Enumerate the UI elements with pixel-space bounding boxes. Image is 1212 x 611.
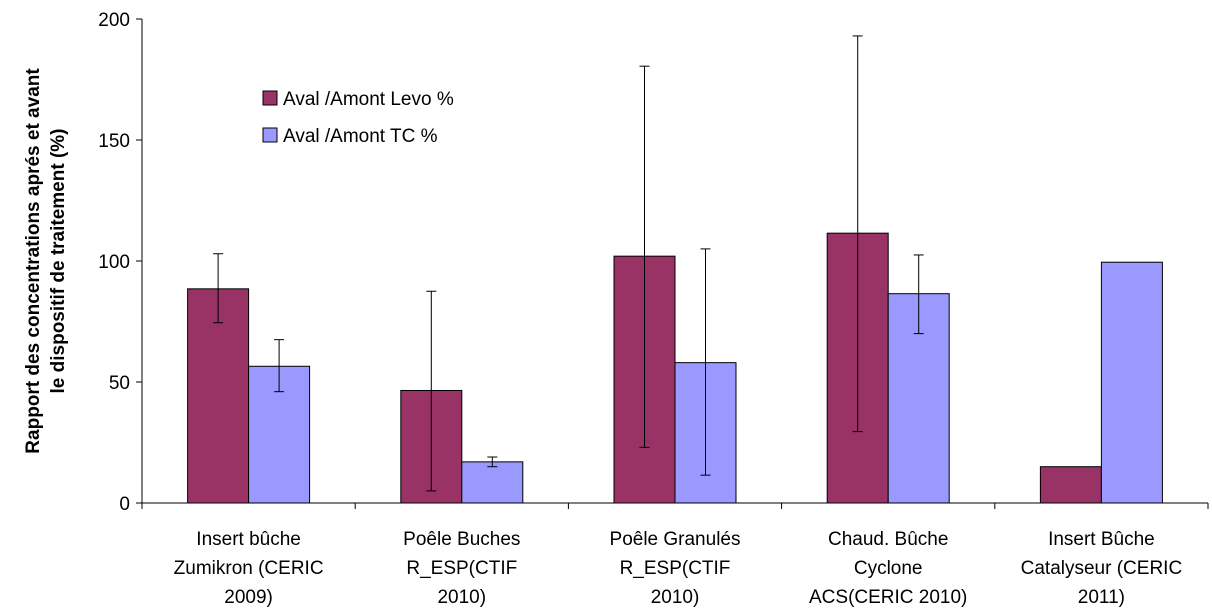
- bar-levo: [1039, 466, 1102, 504]
- axes: [141, 19, 1209, 509]
- y-tick-label: 100: [98, 252, 130, 273]
- x-category-label: 2011): [1078, 587, 1125, 608]
- bar-levo: [187, 288, 250, 504]
- legend-swatch: [262, 90, 278, 106]
- x-category-label: Poêle Buches: [403, 529, 520, 550]
- y-axis-label-line: le dispositif de traitement (%): [48, 129, 69, 394]
- y-tick-label: 150: [98, 131, 130, 152]
- y-axis-label-line: Rapport des concentrations aprés et avan…: [23, 68, 44, 454]
- x-category-label: Insert bûche: [196, 529, 301, 550]
- bars: [187, 232, 1163, 504]
- legend-label: Aval /Amont TC %: [283, 126, 438, 147]
- x-category-label: Chaud. Bûche: [828, 529, 948, 550]
- x-category-label: Poêle Granulés: [610, 529, 741, 550]
- y-tick-label: 0: [119, 494, 130, 515]
- x-category-label: Cyclone: [854, 558, 923, 579]
- x-category-label: 2010): [437, 587, 486, 608]
- x-category-label: ACS(CERIC 2010): [809, 587, 967, 608]
- bar-tc: [461, 461, 524, 504]
- x-category-label: Catalyseur (CERIC: [1021, 558, 1183, 579]
- legend-label: Aval /Amont Levo %: [283, 89, 454, 110]
- legend: Aval /Amont Levo % Aval /Amont TC %: [262, 89, 454, 147]
- bar-tc: [1100, 261, 1163, 504]
- x-axis-categories: Insert bûche Zumikron (CERIC 2009) Poêle Bu…: [174, 529, 1183, 608]
- x-category-label: 2009): [224, 587, 273, 608]
- x-category-label: Insert Bûche: [1048, 529, 1155, 550]
- error-bars: [213, 35, 924, 492]
- y-axis-ticks: 0 50 100 150 200: [98, 10, 142, 515]
- x-category-label: Zumikron (CERIC: [174, 558, 324, 579]
- y-tick-label: 200: [98, 10, 130, 31]
- x-category-label: R_ESP(CTIF: [620, 558, 731, 579]
- y-tick-label: 50: [109, 373, 130, 394]
- x-category-label: 2010): [651, 587, 700, 608]
- x-category-label: R_ESP(CTIF: [406, 558, 517, 579]
- y-axis-label: Rapport des concentrations aprés et avan…: [23, 68, 69, 454]
- legend-swatch: [262, 127, 278, 143]
